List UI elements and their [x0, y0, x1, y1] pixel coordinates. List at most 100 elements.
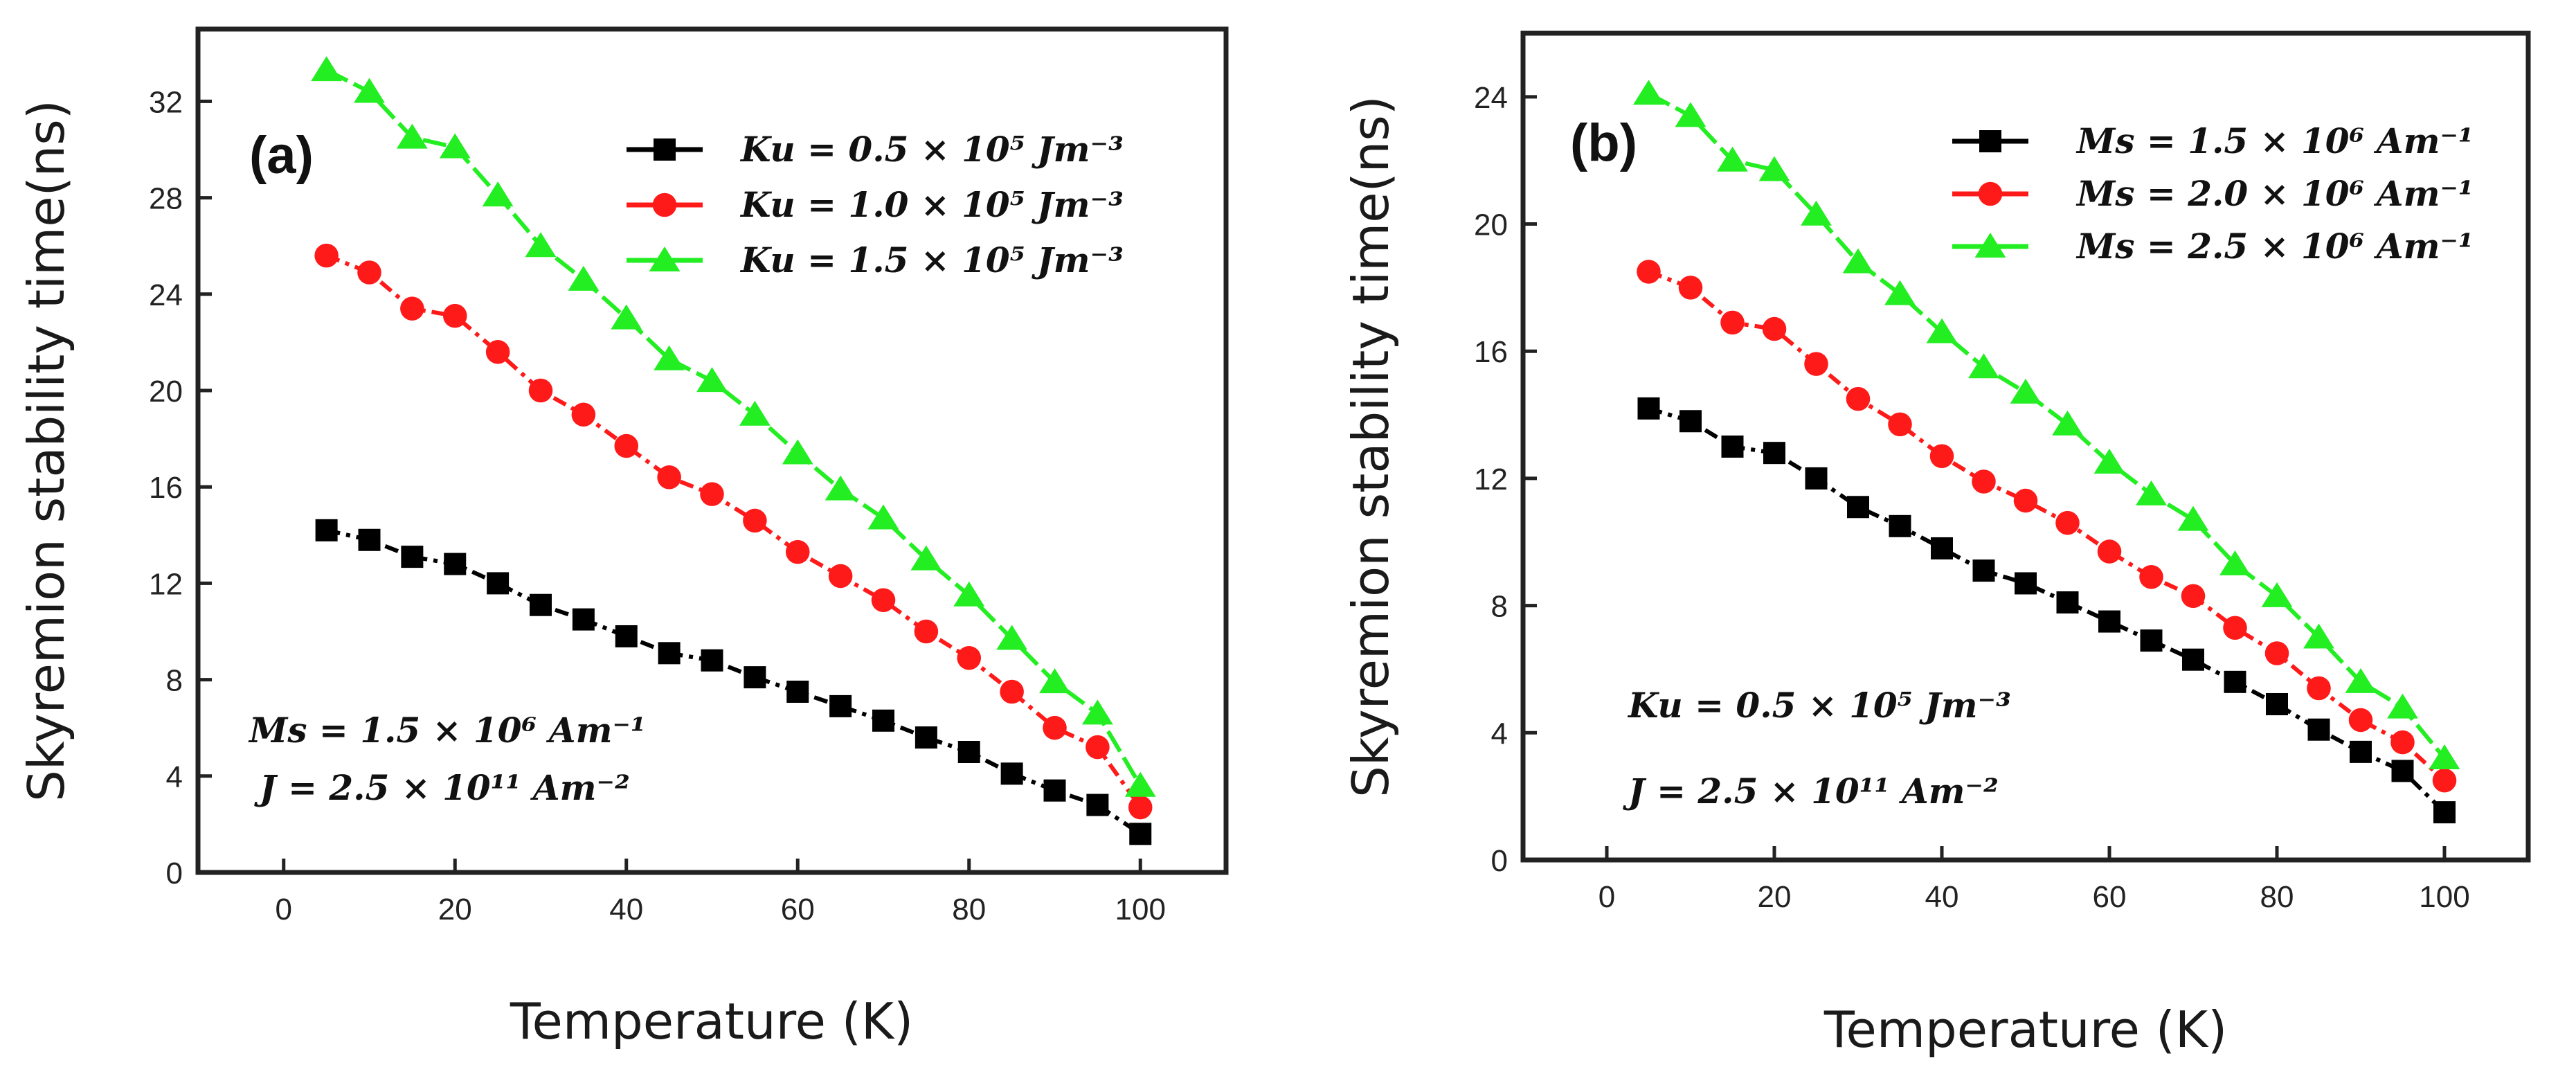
legend-marker	[652, 192, 677, 217]
y-axis-label: Skyremion stability time(ns)	[17, 100, 75, 802]
data-point	[400, 296, 424, 321]
data-point	[1081, 699, 1113, 725]
data-point	[487, 572, 510, 595]
data-point	[1888, 412, 1912, 437]
panel-label: (a)	[249, 126, 314, 185]
x-tick-label: 80	[952, 893, 986, 926]
y-tick-label: 24	[149, 278, 183, 312]
data-point	[2052, 410, 2083, 436]
y-tick-label: 4	[166, 760, 183, 794]
data-point	[957, 741, 980, 763]
annotation-line-1: Ku = 0.5 × 10⁵ Jm⁻³	[1627, 685, 2011, 726]
data-point	[2093, 448, 2125, 474]
data-point	[1043, 779, 1066, 802]
legend-marker	[1979, 130, 2001, 152]
data-point	[2345, 667, 2377, 693]
data-point	[401, 546, 424, 568]
legend-marker	[1978, 181, 2003, 206]
data-point	[2350, 740, 2372, 763]
y-tick-label: 12	[1474, 463, 1508, 496]
data-point	[2181, 584, 2206, 609]
data-point	[1884, 280, 1916, 305]
x-tick-label: 60	[781, 893, 815, 926]
legend-label: Ku = 0.5 × 10⁵ Jm⁻³	[739, 129, 1124, 170]
data-point	[482, 181, 514, 207]
data-point	[2055, 510, 2080, 535]
data-point	[654, 345, 685, 370]
data-point	[871, 588, 896, 613]
data-point	[614, 433, 639, 458]
y-tick-label: 0	[166, 857, 183, 890]
data-point	[315, 519, 338, 541]
y-tick-label: 20	[1474, 208, 1508, 242]
x-tick-label: 40	[609, 893, 643, 926]
y-tick-label: 8	[1491, 590, 1508, 624]
data-point	[1842, 248, 1874, 274]
data-point	[1675, 102, 1706, 127]
series-layer	[1633, 80, 2460, 824]
chart-panel-a: 0 20 40 60 80 100 0 4 8 12 16 20 24 28 32 (a) Ku = 0.5…	[17, 26, 1229, 1050]
data-point	[525, 232, 557, 258]
x-tick-label: 60	[2093, 880, 2127, 914]
data-point	[1633, 80, 1664, 105]
data-point	[2056, 591, 2079, 614]
data-point	[442, 303, 467, 328]
data-point	[1931, 537, 1953, 559]
data-point	[2387, 693, 2418, 719]
data-point	[744, 666, 766, 689]
data-point	[2266, 692, 2288, 715]
data-point	[1805, 467, 1828, 490]
data-point	[828, 564, 853, 589]
data-point	[1128, 795, 1153, 820]
y-tick-label: 12	[149, 567, 183, 601]
data-point	[914, 619, 939, 644]
data-point	[739, 400, 771, 426]
y-tick-label: 24	[1474, 81, 1508, 115]
annotation-line-2: J = 2.5 × 10¹¹ Am⁻²	[1623, 771, 1999, 812]
x-tick-label: 40	[1925, 880, 1959, 914]
data-point	[528, 378, 553, 403]
y-tick-label: 16	[149, 471, 183, 505]
x-tick-label: 100	[1115, 893, 1166, 926]
data-point	[785, 539, 810, 564]
data-point	[1000, 762, 1023, 785]
data-point	[1972, 559, 1995, 582]
data-point	[485, 340, 510, 364]
data-point	[2136, 480, 2167, 505]
data-point	[1039, 668, 1070, 694]
data-point	[2219, 550, 2251, 575]
data-point	[786, 681, 809, 703]
data-point	[1762, 316, 1787, 341]
data-point	[2182, 648, 2204, 671]
data-point	[2390, 730, 2415, 755]
data-point	[1637, 397, 1660, 420]
y-tick-label: 20	[149, 375, 183, 409]
series-layer	[311, 56, 1156, 845]
data-point	[1889, 514, 1911, 537]
legend-label: Ku = 1.0 × 10⁵ Jm⁻³	[739, 184, 1124, 225]
data-point	[2097, 539, 2122, 564]
data-point	[439, 133, 471, 159]
data-point	[1129, 823, 1152, 845]
x-axis-label: Temperature (K)	[510, 992, 913, 1050]
legend-label: Ku = 1.5 × 10⁵ Jm⁻³	[739, 240, 1124, 280]
data-point	[2013, 488, 2038, 513]
y-tick-label: 4	[1491, 717, 1508, 751]
data-point	[357, 260, 381, 285]
y-tick-label: 0	[1491, 844, 1508, 878]
data-point	[1124, 771, 1156, 797]
chart-panel-b: 0 20 40 60 80 100 0 4 8 12 16 20 24 (b) Ms = 1.5 × 1…	[1342, 30, 2531, 1059]
data-point	[957, 646, 982, 670]
data-point	[2432, 768, 2457, 793]
data-point	[2433, 801, 2456, 824]
legend: Ku = 0.5 × 10⁵ Jm⁻³ Ku = 1.0 × 10⁵ Jm⁻³ Ku…	[627, 129, 1124, 280]
x-tick-label: 20	[1758, 880, 1792, 914]
x-tick-label: 0	[1598, 880, 1615, 914]
data-point	[915, 726, 937, 749]
data-point	[396, 123, 428, 149]
data-point	[1720, 310, 1745, 335]
legend-marker	[649, 246, 681, 271]
y-tick-label: 8	[166, 664, 183, 698]
data-point	[910, 545, 942, 571]
